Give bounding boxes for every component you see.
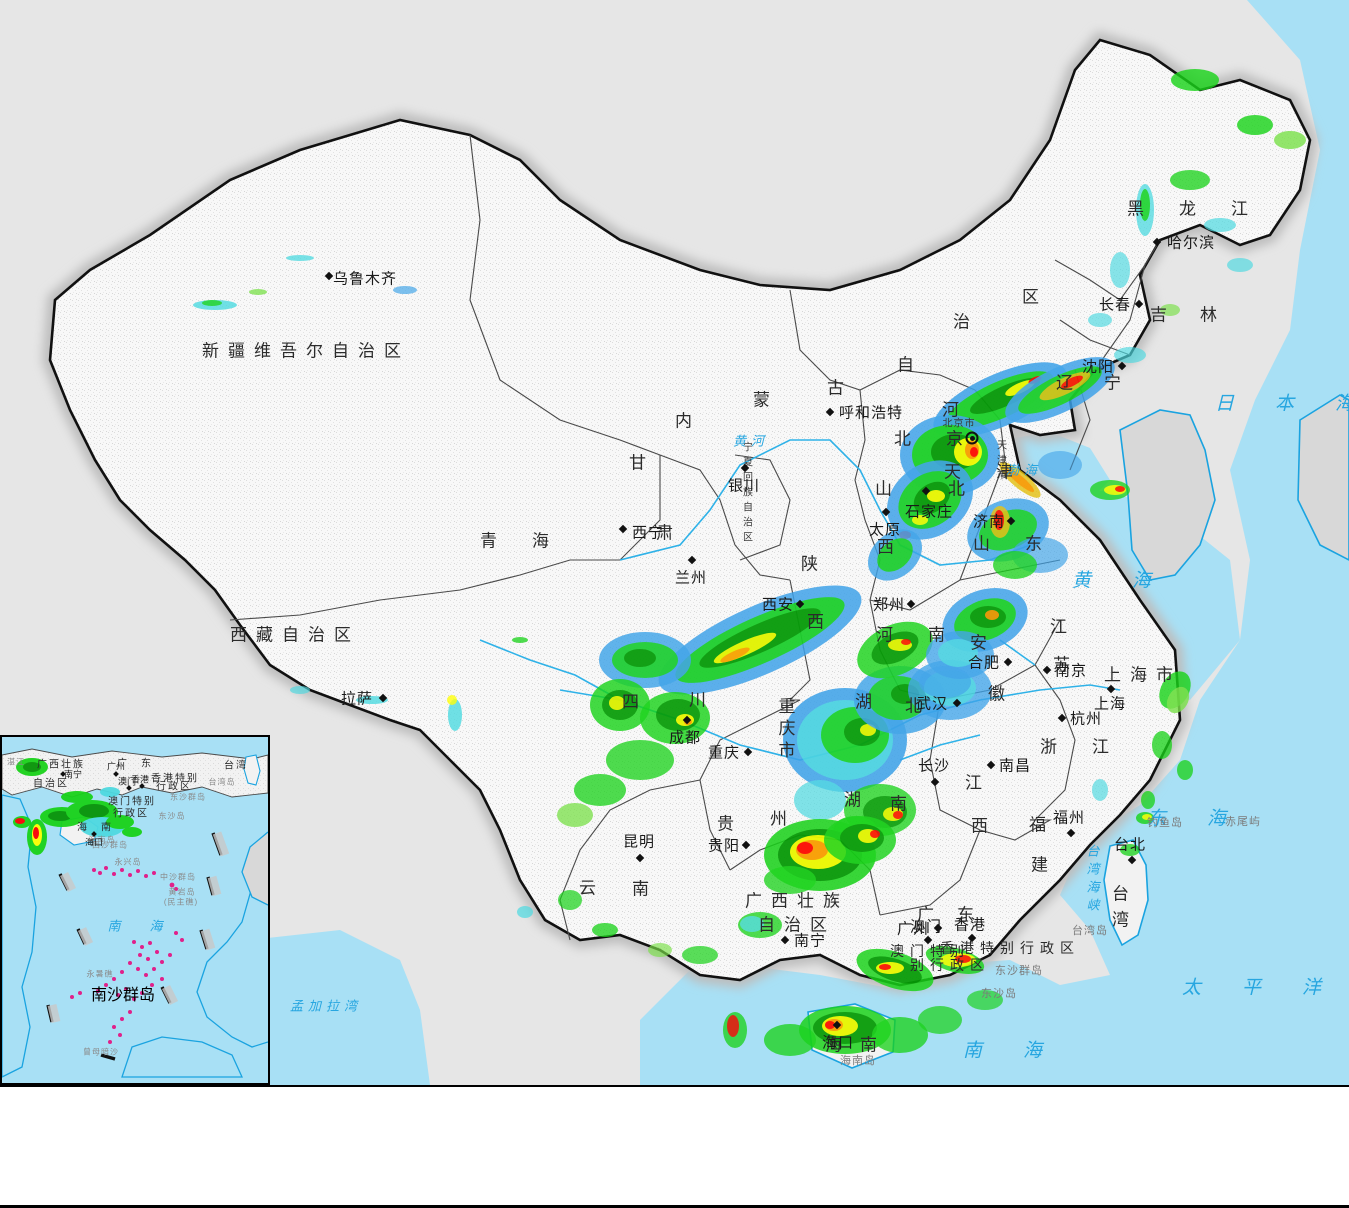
echo-anhui [919, 588, 1028, 698]
inset-taiwan [243, 754, 261, 786]
japan-landmass [1297, 394, 1349, 561]
echo-heilongjiang [1110, 69, 1306, 288]
china-radar-map [41, 0, 1349, 1085]
echo-east-sea [1092, 671, 1193, 856]
china-national-border [48, 38, 1312, 987]
capital-marker-beijing [965, 431, 979, 445]
pacific-ocean [880, 0, 1349, 1085]
echo-guangxi [648, 816, 896, 964]
inset-mainland [2, 748, 268, 798]
inset-luzon [241, 831, 268, 906]
echo-xinjiang [193, 255, 417, 310]
echo-northeast [1088, 304, 1180, 363]
main-map-panel[interactable]: 新疆维吾尔自治区 西藏自治区青 海甘肃内蒙古自治区宁夏回族自治区陕西山西河北北 京… [0, 0, 1349, 1085]
korea-landmass [1119, 409, 1216, 581]
inset-right-coast [196, 866, 268, 1048]
bay-of-bengal [250, 930, 430, 1085]
nine-dash-line-halo [47, 831, 230, 1024]
echo-south-coast [723, 946, 1003, 1056]
china-landmass [41, 30, 1319, 994]
inset-radar-echo [13, 758, 142, 855]
radar-echo-layer [193, 69, 1306, 1056]
legend-panel: 全国雷达拼图 [2025-08-30 02:48:00] [ 组合反射率 ] d… [0, 1085, 1349, 1208]
inset-reefs [70, 866, 184, 1044]
inset-south-coast [121, 1036, 244, 1078]
south-china-sea-inset-map[interactable]: 广西壮族 自治区广 东香港特别 行政区 澳门特别 行政区海 南台湾南 海湛江 台湾岛 东沙群… [0, 735, 270, 1085]
inset-map-graphic [2, 737, 268, 1083]
echo-hubei-hunan [783, 621, 992, 844]
echo-shaanxi-sichuan [517, 585, 862, 937]
